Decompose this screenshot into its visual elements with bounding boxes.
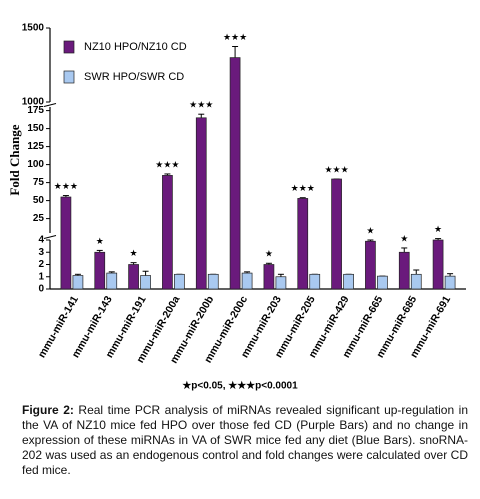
caption-label: Figure 2:	[22, 403, 74, 417]
bar	[410, 273, 422, 290]
y-axis-label: Fold Change	[7, 124, 22, 195]
bar	[309, 273, 321, 290]
y-tick-label: 0	[38, 284, 44, 295]
bar	[128, 264, 139, 290]
bar	[106, 272, 118, 290]
axis-break	[43, 103, 57, 107]
bar	[229, 57, 241, 290]
y-tick-label: 1	[38, 271, 44, 282]
bar	[195, 117, 207, 290]
significance-label: ★	[366, 225, 374, 235]
bar	[343, 273, 354, 290]
footnote: ★p<0.05, ★★★p<0.0001	[182, 381, 298, 392]
y-tick-label: 2	[38, 259, 44, 270]
y-tick-label: 75	[33, 177, 45, 188]
y-tick-label: 25	[33, 213, 45, 224]
y-tick-label: 4	[38, 235, 44, 246]
significance-label: ★★★	[324, 164, 348, 174]
bar	[207, 273, 219, 290]
bar	[72, 275, 84, 290]
bar	[263, 264, 275, 290]
y-tick-label: 1000	[22, 97, 45, 108]
bar	[140, 275, 151, 290]
axis-break	[43, 235, 57, 239]
legend-swatch	[63, 70, 75, 84]
bar	[331, 178, 342, 290]
bar	[398, 251, 410, 290]
bar	[174, 273, 185, 290]
significance-label: ★	[400, 233, 408, 243]
significance-label: ★	[434, 224, 442, 234]
bar	[365, 240, 376, 290]
bar	[241, 272, 253, 290]
y-tick-label: 150	[27, 123, 44, 134]
y-tick-label: 1500	[22, 23, 45, 34]
significance-label: ★	[130, 248, 138, 258]
bar	[432, 239, 444, 290]
y-tick-label: 125	[27, 141, 44, 152]
bar	[297, 198, 309, 290]
significance-label: ★	[96, 236, 104, 246]
significance-label: ★	[265, 249, 273, 259]
y-tick-label: 175	[27, 105, 44, 116]
significance-label: ★★★	[291, 183, 315, 193]
bar	[275, 276, 287, 290]
bar	[377, 275, 388, 290]
caption: Figure 2: Real time PCR analysis of miRN…	[22, 403, 468, 478]
significance-label: ★★★	[54, 181, 78, 191]
bar	[94, 251, 106, 290]
y-tick-label: 100	[27, 159, 44, 170]
significance-label: ★★★	[189, 100, 213, 110]
caption-text: Real time PCR analysis of miRNAs reveale…	[22, 403, 468, 477]
y-tick-label: 50	[33, 195, 45, 206]
bar	[444, 275, 456, 290]
legend-label: NZ10 HPO/NZ10 CD	[84, 41, 187, 53]
significance-label: ★★★	[223, 32, 247, 42]
significance-label: ★★★	[155, 159, 179, 169]
bar	[60, 196, 72, 290]
legend-label: SWR HPO/SWR CD	[84, 71, 184, 83]
legend-swatch	[63, 40, 75, 54]
y-tick-label: 3	[38, 247, 44, 258]
bar	[162, 175, 173, 290]
